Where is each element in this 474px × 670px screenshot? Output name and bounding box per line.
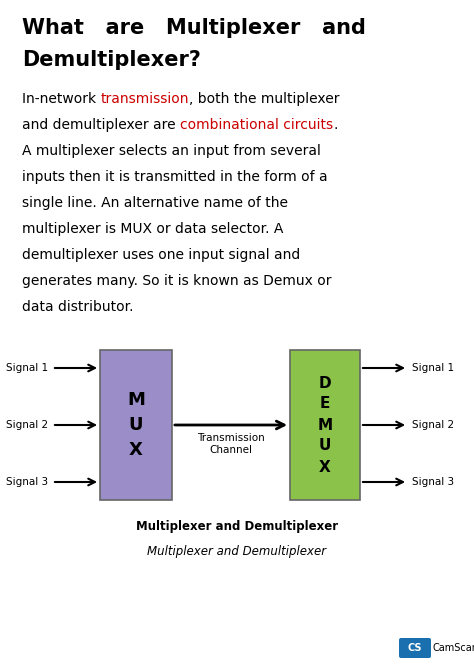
Text: inputs then it is transmitted in the form of a: inputs then it is transmitted in the for… — [22, 170, 328, 184]
Text: M
U
X: M U X — [127, 391, 145, 459]
Text: A multiplexer selects an input from several: A multiplexer selects an input from seve… — [22, 144, 321, 158]
Text: Transmission
Channel: Transmission Channel — [197, 433, 265, 455]
Text: Signal 2: Signal 2 — [412, 420, 454, 430]
Text: CamScanner: CamScanner — [433, 643, 474, 653]
Text: What   are   Multiplexer   and: What are Multiplexer and — [22, 18, 366, 38]
Text: transmission: transmission — [100, 92, 189, 106]
Text: Demultiplexer?: Demultiplexer? — [22, 50, 201, 70]
Text: Signal 1: Signal 1 — [412, 363, 454, 373]
Text: demultiplexer uses one input signal and: demultiplexer uses one input signal and — [22, 248, 300, 262]
Text: D
E
M
U
X: D E M U X — [318, 375, 333, 474]
Text: Signal 3: Signal 3 — [412, 477, 454, 487]
Bar — [100, 350, 172, 500]
Text: CS: CS — [408, 643, 422, 653]
Text: In-network: In-network — [22, 92, 100, 106]
Text: generates many. So it is known as Demux or: generates many. So it is known as Demux … — [22, 274, 331, 288]
Text: Signal 1: Signal 1 — [6, 363, 48, 373]
Text: single line. An alternative name of the: single line. An alternative name of the — [22, 196, 288, 210]
Text: Multiplexer and Demultiplexer: Multiplexer and Demultiplexer — [136, 520, 338, 533]
Text: combinational circuits: combinational circuits — [180, 118, 333, 132]
Text: data distributor.: data distributor. — [22, 300, 134, 314]
Text: multiplexer is MUX or data selector. A: multiplexer is MUX or data selector. A — [22, 222, 283, 236]
Text: Signal 3: Signal 3 — [6, 477, 48, 487]
Text: .: . — [333, 118, 337, 132]
Text: Multiplexer and Demultiplexer: Multiplexer and Demultiplexer — [147, 545, 327, 558]
FancyBboxPatch shape — [399, 638, 431, 658]
Bar — [290, 350, 360, 500]
Text: and demultiplexer are: and demultiplexer are — [22, 118, 180, 132]
Text: Signal 2: Signal 2 — [6, 420, 48, 430]
Text: , both the multiplexer: , both the multiplexer — [189, 92, 339, 106]
